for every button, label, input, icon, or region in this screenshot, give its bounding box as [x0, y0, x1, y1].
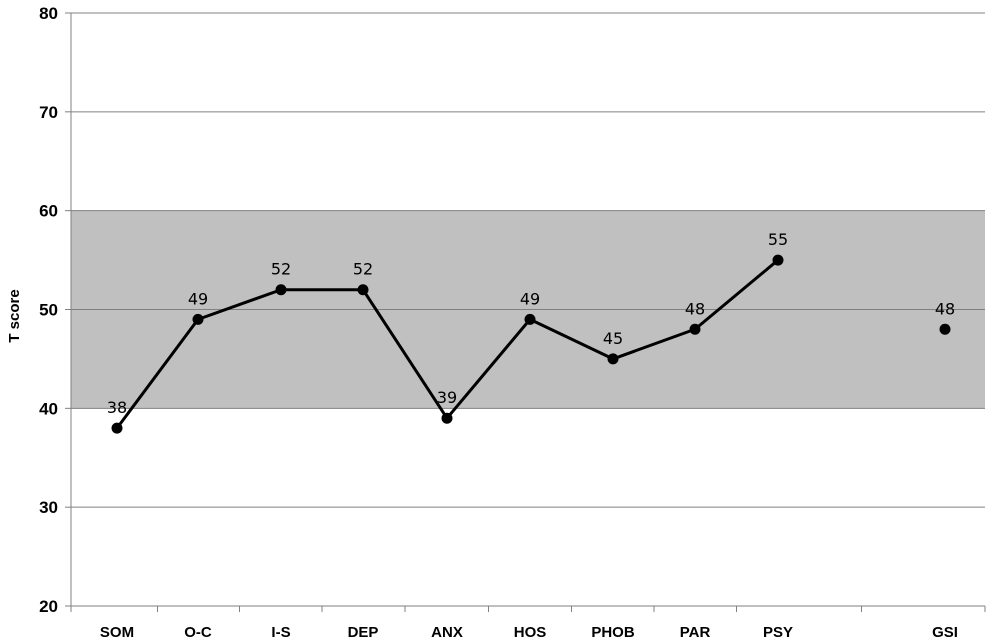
data-label: 48: [935, 299, 955, 318]
x-tick-label: O-C: [184, 624, 212, 641]
data-point: [441, 412, 453, 424]
x-tick-label: I-S: [271, 624, 290, 641]
y-tick-label: 80: [39, 4, 58, 23]
y-tick-label: 70: [39, 103, 58, 122]
data-point: [524, 313, 536, 325]
data-label: 39: [437, 388, 457, 407]
data-point: [772, 254, 784, 266]
y-tick-label: 30: [39, 498, 58, 517]
y-tick-label: 60: [39, 202, 58, 221]
x-tick-labels: SOM O-C I-S DEP ANX HOS PHOB PAR PSY GSI: [70, 606, 986, 641]
data-label: 55: [768, 230, 788, 249]
data-point: [192, 313, 204, 325]
y-tick-label: 50: [39, 301, 58, 320]
data-point: [939, 323, 951, 335]
data-points: [111, 254, 951, 434]
data-label: 48: [685, 299, 705, 318]
x-tick-label: PSY: [763, 624, 793, 641]
x-tick-label: SOM: [100, 624, 134, 641]
data-point: [357, 284, 369, 296]
data-label: 38: [107, 398, 127, 417]
data-label: 45: [603, 329, 623, 348]
x-tick-label: PHOB: [591, 624, 635, 641]
data-label: 52: [271, 260, 291, 279]
x-tick-label: HOS: [514, 624, 547, 641]
data-point: [275, 284, 287, 296]
y-tick-label: 20: [39, 597, 58, 616]
x-tick-label: ANX: [431, 624, 463, 641]
data-label: 52: [353, 260, 373, 279]
data-labels: 38 49 52 52 39 49 45 48 55 48: [107, 230, 955, 417]
gridlines: [65, 12, 985, 607]
data-label: 49: [520, 289, 540, 308]
data-point: [689, 323, 701, 335]
y-tick-label: 40: [39, 399, 58, 418]
x-tick-label: GSI: [932, 624, 958, 641]
data-point: [111, 422, 123, 434]
y-tick-labels: 20 30 40 50 60 70 80: [39, 4, 58, 616]
y-axis-label: T score: [6, 289, 23, 342]
data-label: 49: [188, 289, 208, 308]
x-tick-label: DEP: [348, 624, 379, 641]
data-point: [607, 353, 619, 365]
x-tick-label: PAR: [680, 624, 711, 641]
